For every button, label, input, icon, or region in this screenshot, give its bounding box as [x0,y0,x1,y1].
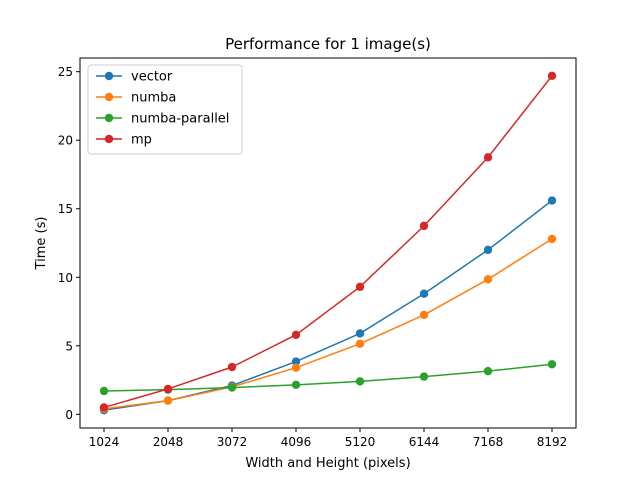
legend-label: numba-parallel [131,112,229,127]
axis-ticks: 1024 2048 3072 4096 5120 6144 7168 8192 0 5 10 15 20… [58,65,568,449]
data-point [547,360,557,369]
data-point [355,339,365,348]
data-point [227,383,237,392]
plot-frame [79,57,577,429]
series-vector [99,196,557,415]
data-point [163,384,173,394]
series-mp [99,71,557,412]
data-point [547,196,557,205]
y-tick-label: 25 [58,65,73,79]
y-tick-label: 5 [65,339,73,353]
y-tick-label: 10 [58,271,73,285]
data-point [355,329,365,338]
series-layer [99,71,557,415]
data-point [419,289,429,298]
legend-marker [104,113,114,123]
y-tick-label: 20 [58,134,73,148]
data-point [419,221,429,231]
series-line [103,75,553,409]
legend-marker [104,92,114,102]
series-line [103,363,553,392]
y-axis-label: Time (s) [34,217,49,271]
legend-marker [104,134,114,144]
x-tick-label: 2048 [153,435,184,449]
data-point [483,153,493,162]
x-tick-label: 4096 [281,435,312,449]
series-line [103,199,553,411]
x-tick-label: 3072 [217,435,248,449]
data-point [547,234,557,244]
legend: vector numba numba-parallel mp [87,64,243,155]
data-point [291,380,301,390]
data-point [291,363,301,372]
y-tick-label: 15 [58,202,73,216]
series-numba-parallel [99,360,557,396]
data-point [99,403,109,412]
data-point [483,366,493,376]
data-point [163,396,173,405]
x-axis-label: Width and Height (pixels) [245,456,410,471]
data-point [99,386,109,396]
legend-label: vector [131,70,173,85]
legend-item: vector [96,70,173,85]
data-point [355,377,365,386]
x-tick-label: 6144 [409,435,440,449]
x-tick-label: 5120 [345,435,376,449]
y-tick-label: 0 [65,408,73,422]
data-point [355,282,365,292]
data-point [483,245,493,255]
chart-title: Performance for 1 image(s) [225,35,431,53]
x-tick-label: 8192 [537,435,568,449]
data-point [419,372,429,381]
legend-item: numba [96,91,176,106]
legend-box [87,64,243,155]
legend-item: numba-parallel [96,112,229,127]
x-tick-label: 1024 [89,435,120,449]
legend-label: mp [131,133,152,148]
data-point [291,357,301,366]
data-point [227,362,237,372]
legend-item: mp [96,133,152,148]
x-tick-label: 7168 [473,435,504,449]
data-point [291,330,301,340]
legend-marker [104,71,114,81]
series-line [103,238,553,410]
data-point [483,275,493,284]
legend-label: numba [131,91,176,106]
data-point [419,310,429,320]
data-point [547,71,557,81]
